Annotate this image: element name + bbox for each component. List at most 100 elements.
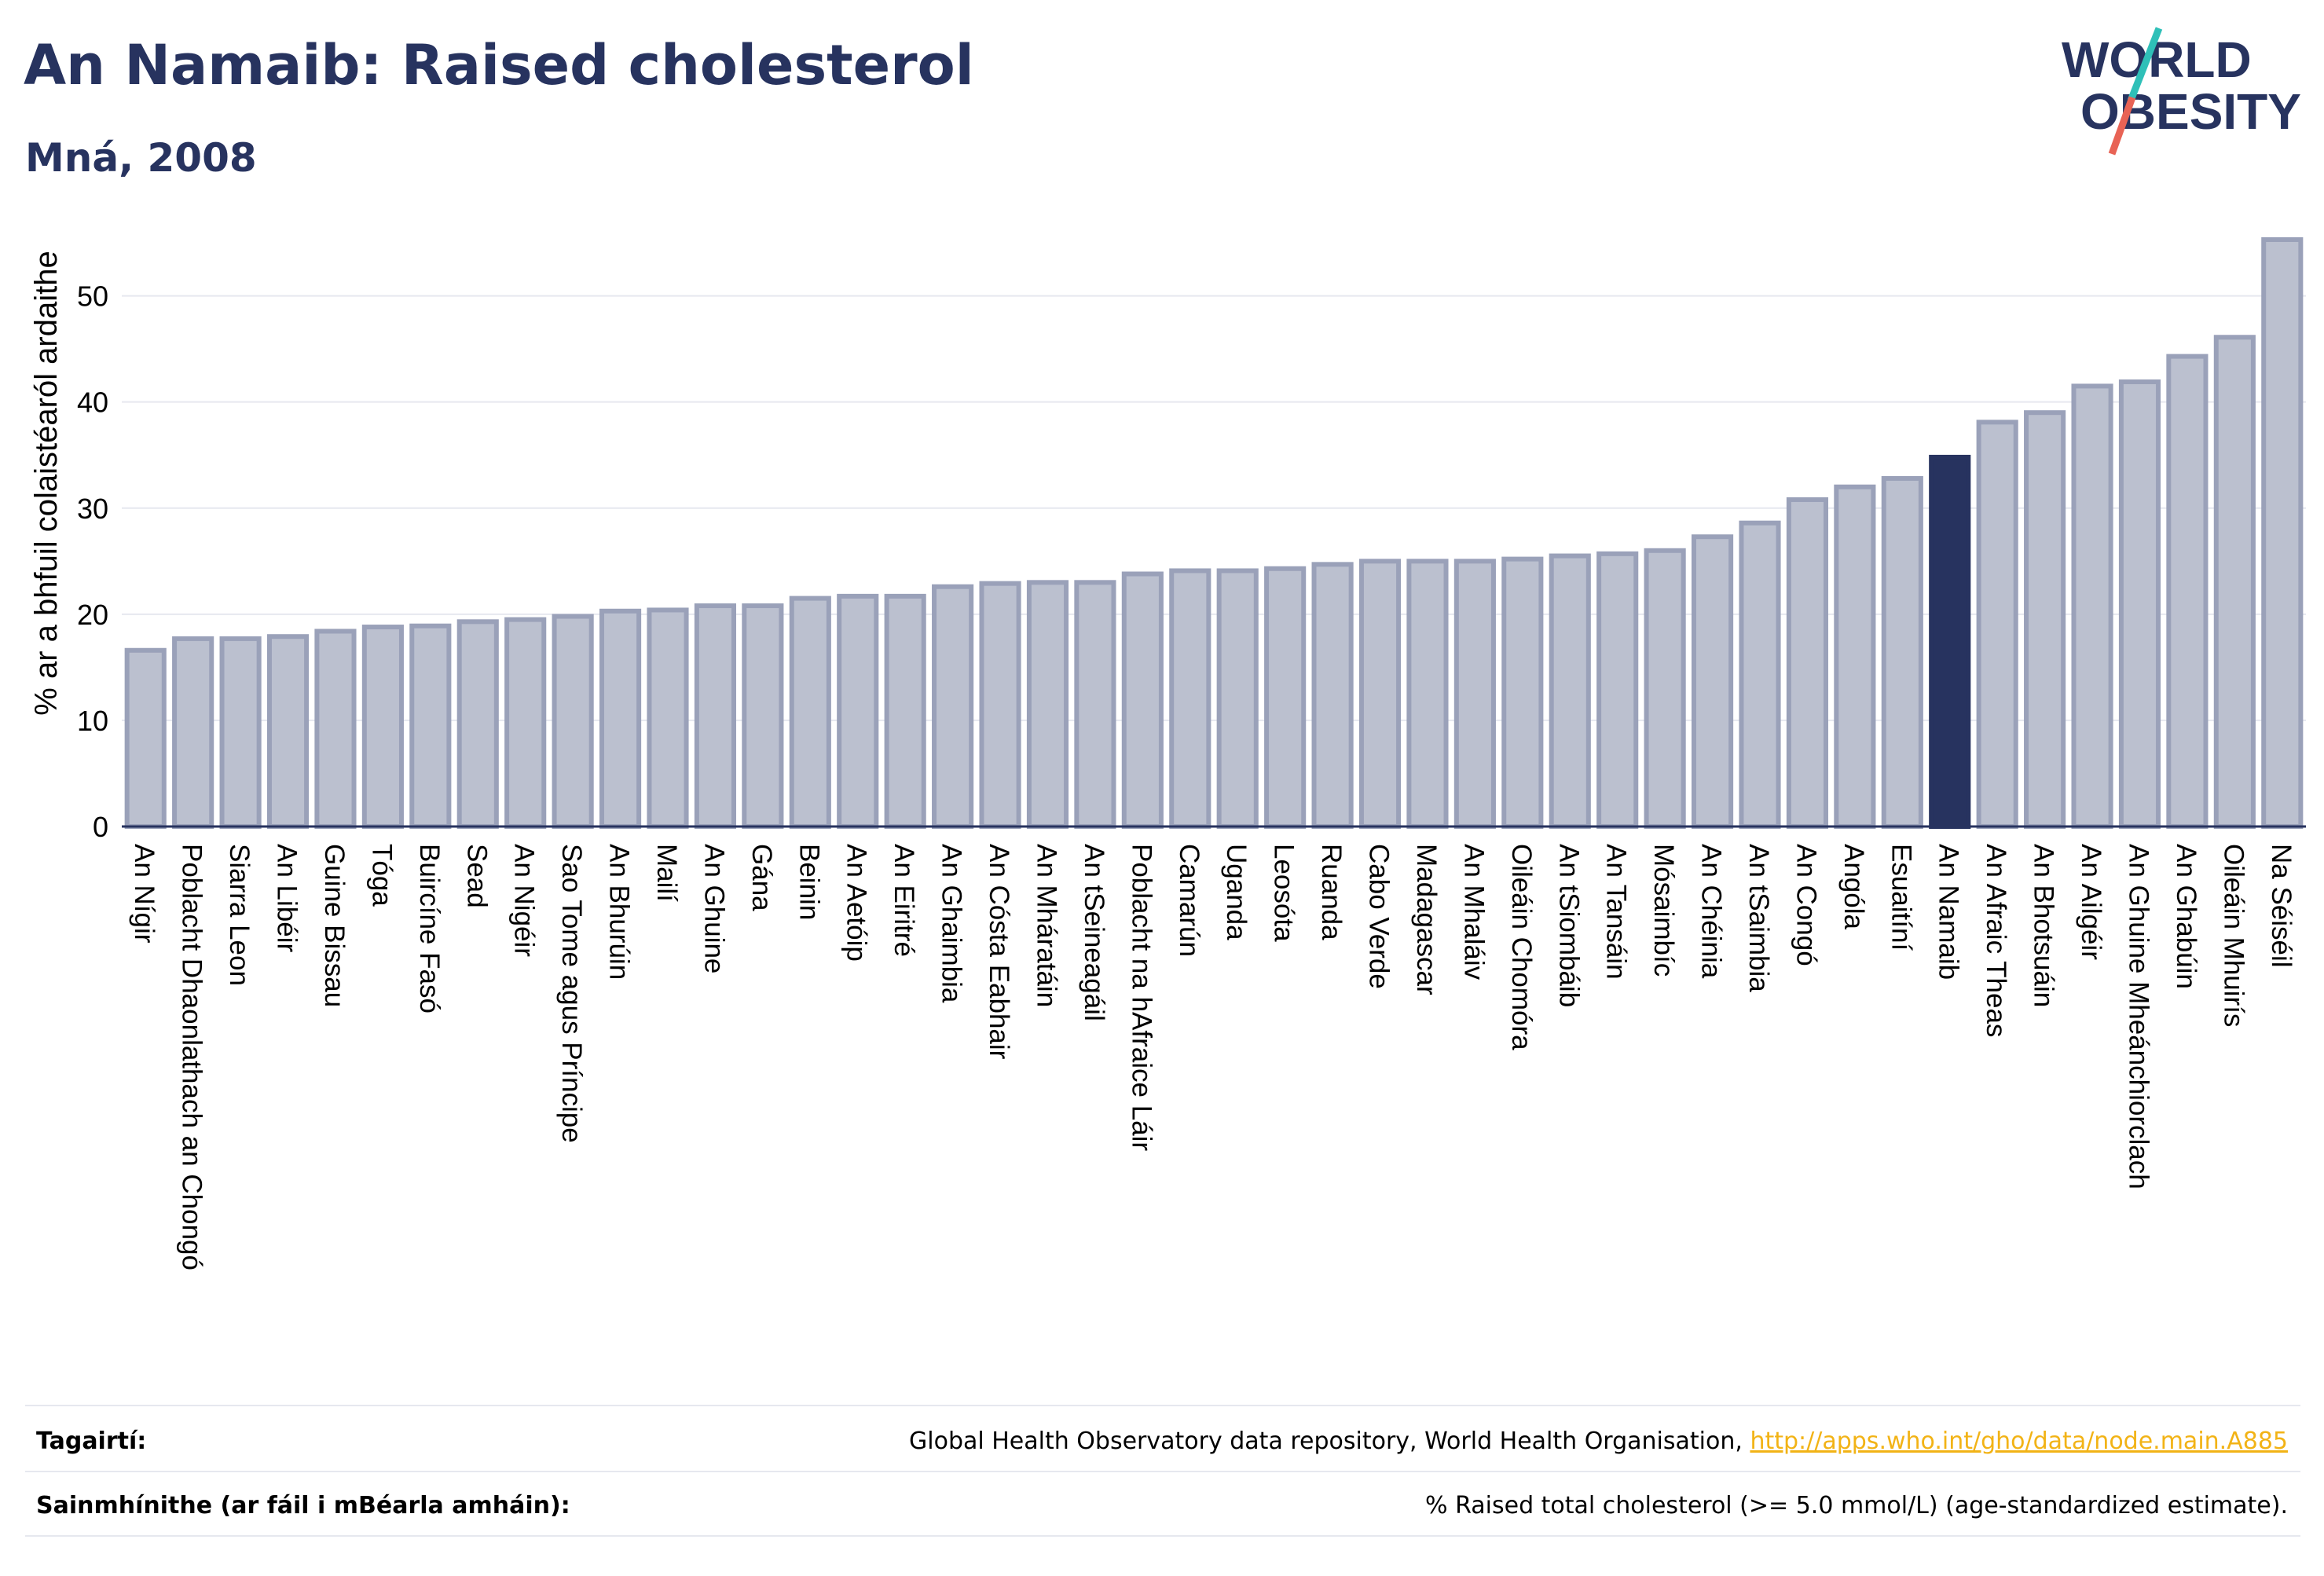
x-tick-label: An Ghuine [698, 844, 729, 973]
x-tick-label: An Ghuine Mheánchiorclach [2123, 844, 2154, 1189]
x-tick-label: Siarra Leon [224, 844, 255, 986]
bar[interactable] [1406, 559, 1449, 829]
x-tick-label: An Congó [1791, 844, 1821, 966]
bar[interactable] [1121, 571, 1164, 830]
x-tick-label: Na Séiséil [2266, 844, 2297, 968]
x-tick-label: Sao Tome agus Príncipe [556, 844, 587, 1143]
x-tick-label: An Aetóip [841, 844, 872, 962]
y-tick-label: 50 [77, 280, 108, 313]
y-tick-label: 10 [77, 705, 108, 737]
bar[interactable] [1501, 556, 1544, 829]
bar[interactable] [1074, 580, 1116, 830]
x-tick-label: An tSaimbia [1743, 844, 1774, 992]
x-tick-label: Cabo Verde [1364, 844, 1395, 989]
x-tick-label: An Mhaláiv [1458, 844, 1489, 980]
bar[interactable] [837, 593, 879, 829]
bar[interactable] [932, 584, 974, 829]
bar[interactable] [694, 603, 737, 830]
definitions-label: Sainmhínithe (ar fáil i mBéarla amháin): [36, 1492, 570, 1519]
x-tick-label: Angóla [1838, 844, 1869, 930]
bar[interactable] [1644, 548, 1686, 830]
bar[interactable] [1311, 562, 1354, 829]
bar[interactable] [884, 593, 926, 829]
bar[interactable] [647, 607, 689, 830]
bar[interactable] [504, 617, 547, 829]
bar[interactable] [266, 634, 310, 829]
x-tick-label: Tóga [366, 844, 397, 907]
bar[interactable] [456, 619, 499, 830]
bar[interactable] [1026, 580, 1069, 830]
x-tick-label: Oileáin Mhuirís [2218, 844, 2249, 1027]
x-tick-label: An Chéinia [1696, 844, 1727, 979]
bar[interactable] [172, 636, 214, 829]
references-source: Global Health Observatory data repositor… [909, 1428, 1750, 1455]
x-tick-label: An Cósta Eabhair [984, 844, 1014, 1060]
x-tick-label: Sead [461, 844, 492, 908]
bar[interactable] [1264, 566, 1307, 829]
bar[interactable] [552, 614, 594, 829]
bar[interactable] [2024, 410, 2066, 829]
x-tick-label: An Libéir [272, 844, 302, 952]
bar[interactable] [789, 596, 831, 830]
bar[interactable] [1691, 534, 1734, 829]
bar[interactable] [742, 603, 784, 830]
x-tick-label: Esuaitíní [1886, 844, 1916, 951]
footer-divider-bottom [25, 1535, 2300, 1537]
x-tick-label: Leosóta [1269, 844, 1299, 942]
bar[interactable] [2166, 354, 2209, 829]
bar[interactable] [2261, 237, 2304, 829]
x-tick-label: An Ghaimbia [937, 844, 967, 1003]
bar[interactable] [979, 581, 1021, 829]
bar[interactable] [1596, 551, 1639, 829]
x-tick-label: An Ghabúin [2171, 844, 2201, 989]
x-tick-label: Mailí [651, 844, 682, 902]
x-tick-label: An Nigéir [509, 844, 540, 957]
bar[interactable] [599, 608, 642, 829]
x-tick-label: An Namaib [1934, 844, 1964, 980]
bar[interactable] [1881, 475, 1923, 829]
references-link[interactable]: http://apps.who.int/gho/data/node.main.A… [1750, 1428, 2288, 1455]
bar-highlighted[interactable] [1929, 454, 1971, 829]
bar[interactable] [1216, 568, 1259, 829]
bar[interactable] [1169, 568, 1211, 829]
bar[interactable] [1453, 559, 1496, 829]
bar[interactable] [124, 647, 167, 829]
bar[interactable] [409, 623, 452, 830]
x-tick-label: Poblacht na hAfraice Láir [1126, 844, 1157, 1151]
chart-title: An Namaib: Raised cholesterol [24, 33, 974, 97]
chart-subtitle: Mná, 2008 [25, 135, 257, 181]
x-tick-label: Mósaimbíc [1648, 844, 1679, 977]
y-tick-label: 20 [77, 599, 108, 631]
references-text: Global Health Observatory data repositor… [909, 1428, 2288, 1455]
y-tick-label: 40 [77, 387, 108, 419]
bar[interactable] [314, 629, 357, 829]
x-tick-labels: An Nígir Poblacht Dhaonlathach an Chongó S… [129, 844, 2297, 1270]
bar[interactable] [2071, 383, 2113, 829]
logo-slash-teal [2127, 27, 2163, 102]
x-tick-label: Madagascar [1411, 844, 1442, 995]
definitions-text: % Raised total cholesterol (>= 5.0 mmol/… [1425, 1492, 2288, 1519]
y-tick-labels: 0 10 20 30 40 50 [77, 280, 108, 843]
y-tick-label: 30 [77, 493, 108, 525]
bar[interactable] [2213, 335, 2256, 830]
footer-divider-middle [25, 1471, 2300, 1472]
x-tick-label: An Ailgéir [2076, 844, 2106, 960]
x-tick-label: Poblacht Dhaonlathach an Chongó [177, 844, 207, 1270]
bar[interactable] [361, 625, 404, 829]
bars [124, 237, 2304, 830]
bar[interactable] [1976, 420, 2018, 829]
bar[interactable] [1786, 497, 1829, 829]
bar-chart: 0 10 20 30 40 50 An Nígir Poblacht Dhaonlathac… [29, 237, 2306, 1270]
y-axis-label: % ar a bhfuil colaistéaról ardaithe [29, 251, 64, 715]
x-tick-label: Uganda [1221, 844, 1252, 940]
x-tick-label: Guine Bissau [319, 844, 350, 1007]
bar[interactable] [219, 636, 262, 829]
x-tick-label: An tSeineagáil [1079, 844, 1109, 1021]
bar[interactable] [1358, 559, 1402, 829]
footer-divider-top [25, 1405, 2300, 1406]
x-tick-label: An Bhurúin [604, 844, 635, 980]
bar[interactable] [2118, 379, 2161, 829]
bar[interactable] [1739, 520, 1781, 830]
bar[interactable] [1834, 484, 1876, 830]
bar[interactable] [1549, 553, 1591, 829]
